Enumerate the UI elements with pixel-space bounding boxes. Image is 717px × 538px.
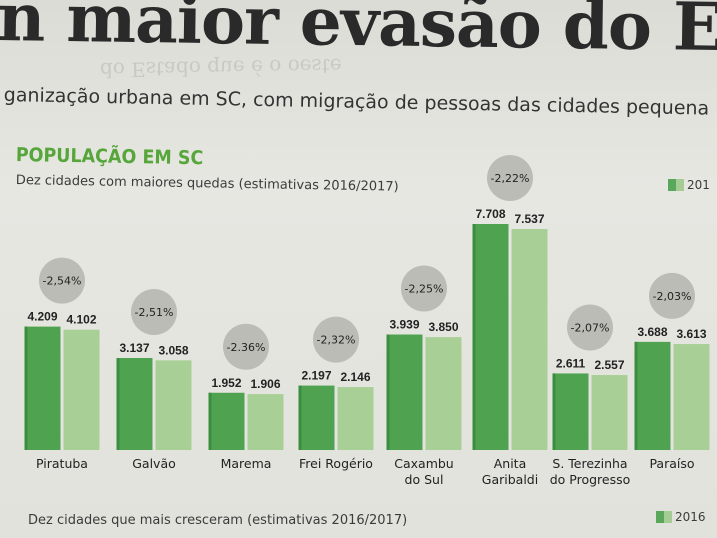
value-label-2016: 4.209 (27, 310, 57, 324)
value-label-2016: 1.952 (211, 376, 241, 390)
value-label-2017: 1.906 (250, 377, 280, 391)
change-badge (313, 316, 359, 363)
category-label: Caxambu (394, 456, 453, 471)
bar-2017 (511, 229, 548, 450)
bar-2016 (472, 224, 509, 450)
legend-top-label: 201 (687, 178, 710, 192)
bar-2016 (116, 358, 153, 450)
category-label: Marema (221, 456, 272, 471)
value-label-2017: 4.102 (66, 313, 96, 327)
value-label-2017: 7.537 (514, 212, 544, 226)
bar-2016-edge (298, 385, 302, 450)
bar-2016 (208, 392, 245, 450)
value-label-2017: 3.058 (158, 343, 188, 357)
change-label: -2,03% (653, 290, 692, 303)
category-label: Paraíso (649, 456, 694, 471)
bar-2016-edge (472, 224, 476, 450)
legend-bottom-label: 2016 (675, 510, 706, 524)
bar-2016-edge (552, 373, 556, 450)
category-label: S. Terezinha (552, 456, 627, 471)
category-label: do Progresso (550, 472, 631, 487)
change-badge (39, 257, 85, 304)
change-label: -2,07% (571, 321, 610, 334)
bar-2017 (155, 360, 192, 450)
bar-2016-edge (24, 326, 28, 450)
bar-2016-edge (634, 341, 638, 450)
bar-2017 (247, 394, 284, 450)
legend-top: 201 (668, 178, 710, 192)
value-label-2017: 3.850 (428, 320, 458, 334)
bar-2016 (24, 326, 61, 450)
category-label: Frei Rogério (299, 456, 373, 471)
value-label-2016: 3.939 (389, 318, 419, 332)
bar-2016-edge (116, 358, 120, 450)
bottom-chart-subtitle: Dez cidades que mais cresceram (estimati… (28, 513, 408, 528)
category-label: Anita (494, 456, 527, 471)
bar-2017 (591, 375, 628, 450)
bar-2017 (63, 329, 100, 450)
legend-swatch-icon (656, 511, 672, 523)
category-label: Piratuba (36, 456, 88, 471)
change-badge (567, 304, 613, 351)
value-label-2017: 2.557 (594, 358, 624, 372)
change-label: -2,51% (135, 306, 174, 319)
legend-swatch-icon (668, 179, 684, 191)
value-label-2017: 2.146 (340, 370, 370, 384)
change-badge (223, 323, 269, 370)
legend-bottom: 2016 (656, 510, 706, 524)
change-label: -2,54% (43, 275, 82, 288)
category-label: Galvão (132, 456, 176, 471)
change-label: -2.36% (227, 341, 266, 354)
change-label: -2,25% (405, 283, 444, 296)
value-label-2016: 3.137 (119, 341, 149, 355)
change-badge (131, 289, 177, 336)
change-badge (487, 155, 533, 201)
bar-2017 (425, 337, 462, 450)
bar-2016-edge (208, 392, 212, 450)
bar-2016 (298, 385, 335, 450)
bar-2016-edge (386, 334, 390, 450)
bar-2016 (634, 341, 671, 450)
category-label: Garibaldi (482, 472, 538, 487)
value-label-2016: 3.688 (637, 325, 667, 339)
change-label: -2,32% (317, 334, 356, 347)
category-label: do Sul (405, 472, 444, 487)
change-badge (649, 272, 695, 319)
value-label-2016: 2.611 (556, 356, 586, 370)
change-label: -2,22% (491, 172, 530, 185)
value-label-2017: 3.613 (676, 327, 706, 341)
bar-2016 (386, 334, 423, 450)
value-label-2016: 2.197 (301, 369, 331, 383)
value-label-2016: 7.708 (475, 207, 505, 221)
change-badge (401, 265, 447, 312)
bar-2017 (673, 344, 710, 450)
bar-2016 (552, 373, 589, 450)
bar-2017 (337, 387, 374, 450)
